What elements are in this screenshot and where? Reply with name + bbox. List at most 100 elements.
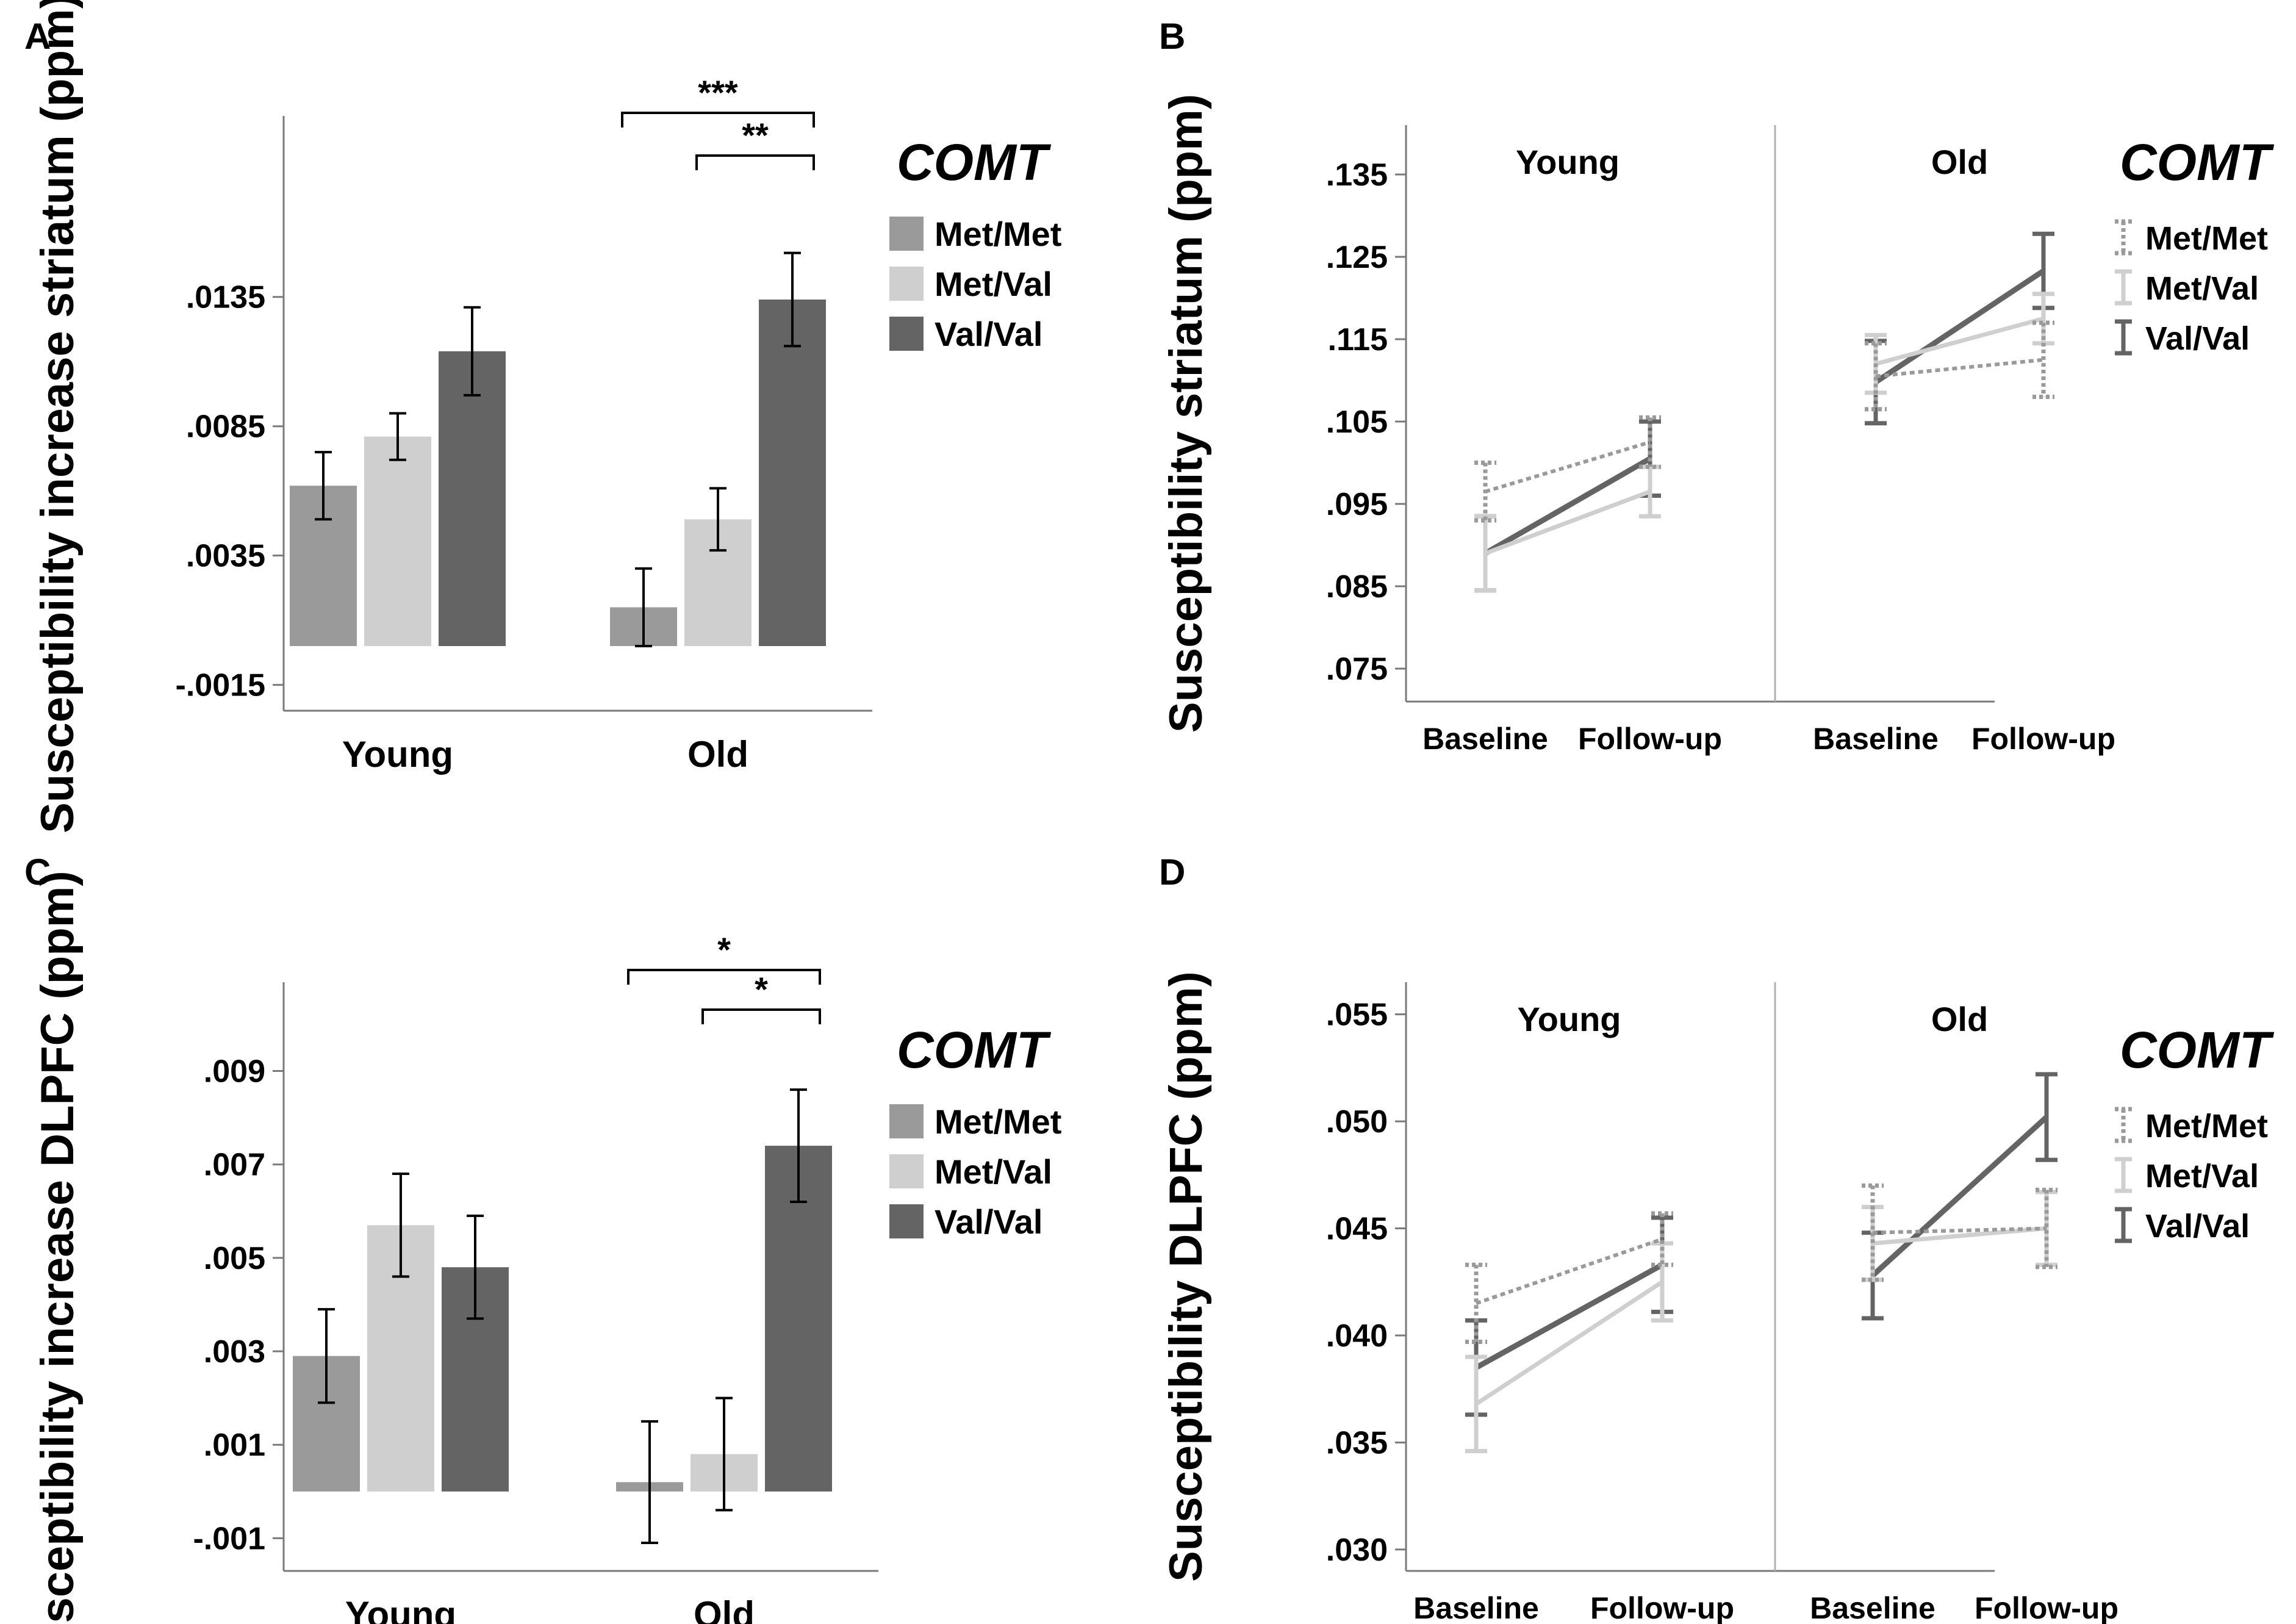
panel-a-significance-label: *** [698, 73, 738, 112]
panel-c-ytick-label: .007 [204, 1148, 265, 1183]
panel-b-legend-label: Met/Met [2145, 220, 2268, 257]
panel-b-ytick-label: .135 [1326, 157, 1388, 193]
panel-c-letter: C [24, 852, 51, 893]
panel-b-line-old-met-met [1875, 357, 2044, 378]
panel-d: D Susceptibility DLPFC (ppm) .055 .050 .045… [1159, 852, 2275, 1624]
panel-c-legend-swatch [889, 1204, 924, 1238]
panel-d-legend-title: COMT [2120, 1021, 2275, 1079]
panel-c-ytick-label: .005 [204, 1241, 265, 1276]
panel-a-legend-label: Val/Val [935, 315, 1043, 353]
panel-d-xtick-label: Follow-up [1590, 1591, 1734, 1624]
panel-c-legend-label: Met/Met [935, 1102, 1061, 1141]
panel-c-bar-old-val-val [765, 1146, 832, 1492]
panel-d-legend-label: Val/Val [2145, 1208, 2250, 1245]
panel-a-ytick-label: .0035 [186, 539, 265, 574]
panel-b-ylabel: Susceptibility striatum (ppm) [1160, 94, 1212, 733]
panel-b-legend-errorbar-icon [2115, 319, 2132, 356]
panel-c-significance-label: * [717, 930, 731, 969]
panel-a-legend-title: COMT [897, 134, 1052, 191]
panel-c-ytick-label: .003 [204, 1334, 265, 1370]
panel-c-legend-label: Val/Val [935, 1202, 1043, 1241]
panel-d-xtick-label: Baseline [1810, 1591, 1935, 1624]
panel-c-legend-title: COMT [897, 1021, 1052, 1079]
panel-b-ytick-label: .085 [1326, 569, 1388, 605]
panel-a-legend-label: Met/Val [935, 265, 1052, 303]
panel-b-ytick-label: .075 [1326, 652, 1388, 687]
panel-d-ytick-label: .040 [1326, 1318, 1388, 1354]
panel-c-significance-label: * [755, 970, 768, 1008]
panel-b-facet-title-young: Young [1516, 143, 1620, 181]
panel-c-legend-swatch [889, 1154, 924, 1188]
panel-a-legend-swatch [889, 267, 924, 301]
panel-b-legend-label: Val/Val [2145, 320, 2250, 357]
panel-a-bar-old-val-val [759, 299, 826, 647]
panel-b: B Susceptibility striatum (ppm) .135 .125.… [1159, 16, 2275, 756]
panel-b-facet-title-old: Old [1931, 143, 1988, 181]
panel-c-xtick-label: Old [694, 1594, 755, 1624]
panel-b-xtick-label: Baseline [1422, 722, 1548, 756]
panel-a-xtick-label: Old [687, 734, 748, 775]
panel-d-legend-label: Met/Val [2145, 1158, 2259, 1195]
panel-b-line-young-val-val [1483, 456, 1652, 556]
panel-a-xtick-label: Young [342, 734, 453, 775]
panel-b-xtick-label: Follow-up [1971, 722, 2115, 756]
panel-b-xtick-label: Follow-up [1578, 722, 1722, 756]
panel-d-ytick-label: .045 [1326, 1212, 1388, 1247]
panel-b-ytick-label: .125 [1326, 240, 1388, 275]
panel-c-xtick-label: Young [345, 1594, 456, 1624]
panel-c: C Susceptibility increase DLPFC (ppm) .00… [24, 852, 1061, 1624]
panel-a-significance-label: ** [742, 116, 769, 154]
panel-d-ytick-label: .050 [1326, 1104, 1388, 1140]
panel-d-ytick-label: .030 [1326, 1532, 1388, 1568]
panel-a-bar-young-met-val [364, 436, 431, 647]
panel-a-ytick-label: .0085 [186, 409, 265, 445]
panel-b-ytick-label: .115 [1328, 322, 1388, 357]
panel-d-legend-errorbar-icon [2115, 1207, 2132, 1243]
panel-d-legend-errorbar-icon [2115, 1157, 2132, 1193]
panel-d-legend-label: Met/Met [2145, 1108, 2268, 1144]
panel-d-facet-title-young: Young [1517, 1000, 1621, 1038]
panel-a-significance-bracket [695, 154, 815, 170]
panel-b-legend-label: Met/Val [2145, 270, 2259, 307]
panel-d-xtick-label: Follow-up [1975, 1591, 2118, 1624]
panel-a-ytick-label: .0135 [186, 280, 265, 315]
panel-c-ytick-label: .001 [204, 1428, 265, 1463]
panel-c-ytick-label: .009 [204, 1054, 265, 1090]
panel-a-significance-bracket [621, 112, 815, 128]
panel-d-letter: D [1159, 852, 1185, 893]
panel-c-legend-swatch [889, 1104, 924, 1138]
panel-a-letter: A [24, 16, 51, 57]
panel-d-xtick-label: Baseline [1413, 1591, 1539, 1624]
panel-c-significance-bracket [627, 969, 821, 985]
panel-b-line-young-met-met [1485, 440, 1651, 494]
panel-b-line-old-val-val [1874, 268, 2045, 384]
panel-d-ylabel: Susceptibility DLPFC (ppm) [1160, 971, 1212, 1582]
panel-d-line-old-val-val [1870, 1115, 2049, 1278]
panel-b-legend-errorbar-icon [2115, 269, 2132, 306]
panel-d-line-young-val-val [1474, 1262, 1664, 1370]
panel-a-ytick-label: -.0015 [176, 668, 265, 703]
panel-d-legend-errorbar-icon [2115, 1107, 2132, 1143]
panel-d-line-young-met-met [1476, 1237, 1663, 1306]
panel-a: A Susceptibility increase striatum (ppm)… [24, 0, 1061, 833]
panel-b-legend-title: COMT [2120, 134, 2275, 191]
panel-a-legend-swatch [889, 317, 924, 351]
panel-d-line-young-met-val [1475, 1280, 1663, 1406]
panel-d-line-old-met-met [1872, 1226, 2047, 1235]
panel-b-letter: B [1159, 16, 1185, 57]
panel-c-legend-label: Met/Val [935, 1152, 1052, 1191]
panel-b-ytick-label: .095 [1326, 487, 1388, 522]
panel-b-line-old-met-val [1875, 316, 2044, 366]
panel-b-line-young-met-val [1484, 489, 1651, 556]
panel-a-ylabel: Susceptibility increase striatum (ppm) [32, 0, 84, 833]
panel-b-xtick-label: Baseline [1813, 722, 1939, 756]
panel-c-significance-bracket [701, 1008, 821, 1024]
panel-b-legend-errorbar-icon [2115, 219, 2132, 256]
panel-b-ytick-label: .105 [1326, 404, 1388, 440]
panel-c-ytick-label: -.001 [193, 1521, 265, 1556]
panel-c-ylabel: Susceptibility increase DLPFC (ppm) [32, 871, 84, 1624]
panel-d-ytick-label: .035 [1326, 1425, 1388, 1461]
panel-a-bar-young-val-val [439, 351, 506, 647]
panel-d-facet-title-old: Old [1931, 1000, 1988, 1038]
